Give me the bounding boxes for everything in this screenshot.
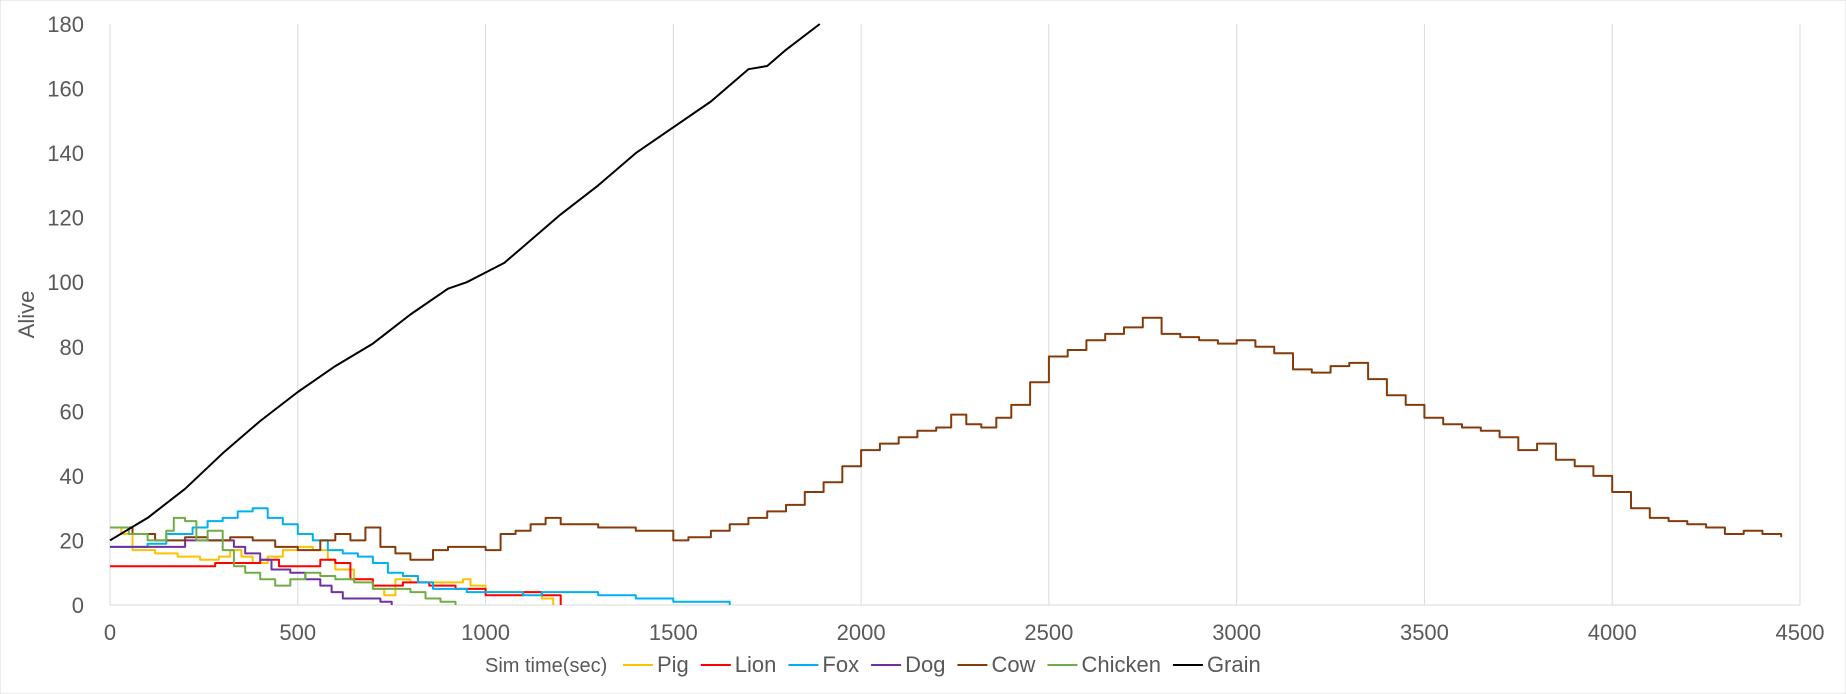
- x-tick-1: 500: [279, 620, 316, 645]
- legend-label-lion: Lion: [735, 652, 777, 677]
- y-tick-2: 40: [60, 464, 84, 489]
- y-tick-4: 80: [60, 335, 84, 360]
- gridlines: [297, 24, 1801, 605]
- series-line-grain: [109, 23, 821, 542]
- y-tick-8: 160: [47, 77, 84, 102]
- x-axis-title: Sim time(sec): [485, 655, 607, 677]
- x-tick-4: 2000: [837, 620, 886, 645]
- x-tick-7: 3500: [1400, 620, 1449, 645]
- y-tick-6: 120: [47, 206, 84, 231]
- y-tick-labels: 0 20 40 60 80 100 120 140 160 180: [47, 12, 84, 618]
- y-tick-0: 0: [72, 593, 84, 618]
- legend-label-grain: Grain: [1207, 652, 1261, 677]
- y-tick-3: 60: [60, 399, 84, 424]
- x-tick-8: 4000: [1588, 620, 1637, 645]
- y-axis-title: Alive: [14, 291, 39, 339]
- x-tick-9: 4500: [1776, 620, 1825, 645]
- legend-label-chicken: Chicken: [1081, 652, 1160, 677]
- x-tick-2: 1000: [461, 620, 510, 645]
- series-line-chicken: [110, 516, 457, 605]
- y-tick-1: 20: [60, 528, 84, 553]
- x-tick-5: 2500: [1024, 620, 1073, 645]
- x-tick-labels: 0 500 1000 1500 2000 2500 3000 3500 4000 4500: [104, 620, 1825, 645]
- legend-label-fox: Fox: [822, 652, 859, 677]
- series-line-lion: [110, 558, 562, 605]
- y-tick-7: 140: [47, 141, 84, 166]
- y-tick-9: 180: [47, 12, 84, 37]
- series-line-fox: [110, 507, 731, 605]
- series-line-cow: [110, 316, 1783, 561]
- legend-label-pig: Pig: [657, 652, 689, 677]
- legend-label-cow: Cow: [991, 652, 1035, 677]
- y-tick-5: 100: [47, 270, 84, 295]
- x-tick-3: 1500: [649, 620, 698, 645]
- x-tick-0: 0: [104, 620, 116, 645]
- legend: Sim time(sec) Pig Lion Fox Dog Cow Chicken Gra…: [485, 652, 1261, 677]
- legend-label-dog: Dog: [905, 652, 945, 677]
- series-lines: [109, 23, 1783, 605]
- x-tick-6: 3000: [1212, 620, 1261, 645]
